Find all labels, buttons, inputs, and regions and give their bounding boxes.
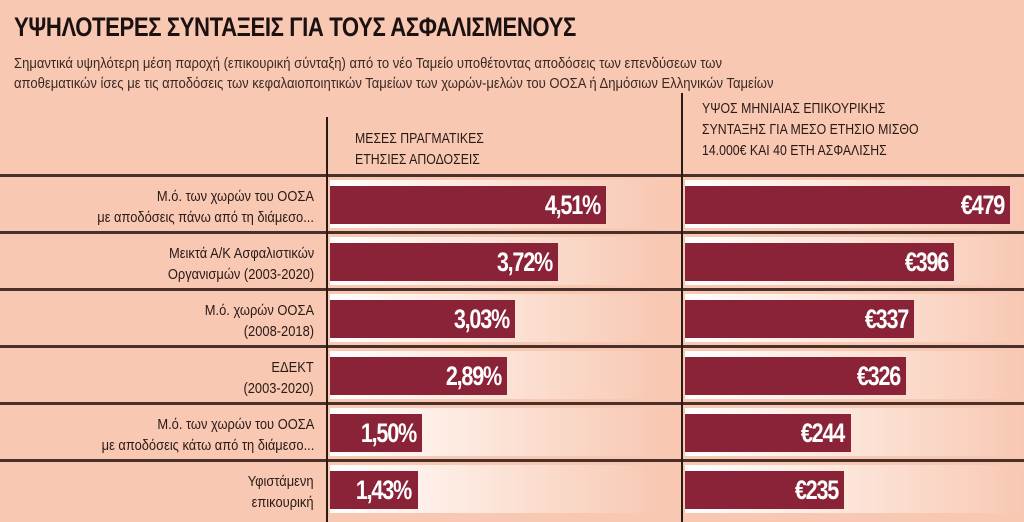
bar-returns: 2,89% [330,357,507,395]
data-label: €337 [864,304,908,334]
category-label: Μ.ό. χωρών ΟΟΣΑ (2008-2018) [205,300,314,342]
column-header-pension: ΥΨΟΣ ΜΗΝΙΑΙΑΣ ΕΠΙΚΟΥΡΙΚΗΣ ΣΥΝΤΑΞΗΣ ΓΙΑ Μ… [702,98,919,161]
bar-pension: €326 [685,357,907,395]
row-separator [0,345,1024,348]
category-label-line: με αποδόσεις κάτω από τη διάμεσο... [101,437,314,454]
data-label: €479 [960,190,1005,220]
row-separator [0,174,1024,177]
bar-pension: €396 [685,243,954,281]
data-label: 3,03% [454,304,510,334]
column-header-returns: ΜΕΣΕΣ ΠΡΑΓΜΑΤΙΚΕΣ ΕΤΗΣΙΕΣ ΑΠΟΔΟΣΕΙΣ [355,128,484,170]
bar-returns: 1,43% [330,471,418,509]
category-label-line: επικουρική [252,494,314,511]
category-label-line: Υφιστάμενη [248,473,314,490]
table-row: Υφιστάμενη επικουρική 1,43% €235 [0,459,1024,516]
category-label-line: (2003-2020) [243,380,314,397]
row-separator [0,402,1024,405]
row-separator [0,288,1024,291]
bar-returns: 4,51% [330,186,606,224]
bar-returns: 1,50% [330,414,422,452]
data-label: 3,72% [496,247,552,277]
data-label: €396 [904,247,948,277]
data-label: 4,51% [544,190,601,220]
category-label-line: ΕΔΕΚΤ [271,359,314,376]
header-line: ΣΥΝΤΑΞΗΣ ΓΙΑ ΜΕΣΟ ΕΤΗΣΙΟ ΜΙΣΘΟ [702,121,919,138]
column-divider [681,93,683,522]
bar-returns: 3,03% [330,300,516,338]
category-label: Μεικτά Α/Κ Ασφαλιστικών Οργανισμών (2003… [168,243,314,285]
data-label: €326 [856,361,901,391]
chart-title: ΥΨΗΛΟΤΕΡΕΣ ΣΥΝΤΑΞΕΙΣ ΓΙΑ ΤΟΥΣ ΑΣΦΑΛΙΣΜΕΝ… [14,12,576,42]
row-separator [0,231,1024,234]
bar-pension: €235 [685,471,845,509]
table-row: ΕΔΕΚΤ (2003-2020) 2,89% €326 [0,345,1024,402]
category-label-line: με αποδόσεις πάνω από τη διάμεσο... [97,209,314,226]
category-label-line: Μ.ό. χωρών ΟΟΣΑ [204,302,314,319]
bar-returns: 3,72% [330,243,558,281]
category-label: Μ.ό. των χωρών του ΟΟΣΑ με αποδόσεις κάτ… [101,414,314,456]
bar-pension: €337 [685,300,914,338]
header-line: ΜΕΣΕΣ ΠΡΑΓΜΑΤΙΚΕΣ [355,130,484,147]
category-label: Υφιστάμενη επικουρική [248,471,314,513]
header-line: ΥΨΟΣ ΜΗΝΙΑΙΑΣ ΕΠΙΚΟΥΡΙΚΗΣ [702,100,886,117]
category-label-line: Μ.ό. των χωρών του ΟΟΣΑ [156,188,314,205]
bar-pension: €479 [685,186,1010,224]
data-label: 1,50% [360,418,417,448]
category-label: ΕΔΕΚΤ (2003-2020) [244,357,314,399]
column-divider [326,117,328,522]
table-row: Μ.ό. των χωρών του ΟΟΣΑ με αποδόσεις πάν… [0,174,1024,231]
table-row: Μ.ό. των χωρών του ΟΟΣΑ με αποδόσεις κάτ… [0,402,1024,459]
category-label-line: Οργανισμών (2003-2020) [167,266,314,283]
category-label-line: (2008-2018) [243,323,314,340]
data-label: 1,43% [356,475,412,505]
table-row: Μεικτά Α/Κ Ασφαλιστικών Οργανισμών (2003… [0,231,1024,288]
header-line: 14.000€ ΚΑΙ 40 ΕΤΗ ΑΣΦΑΛΙΣΗΣ [702,142,887,159]
table-row: Μ.ό. χωρών ΟΟΣΑ (2008-2018) 3,03% €337 [0,288,1024,345]
chart-subtitle: Σημαντικά υψηλότερη μέση παροχή (επικουρ… [14,56,774,92]
category-label: Μ.ό. των χωρών του ΟΟΣΑ με αποδόσεις πάν… [97,186,314,228]
data-label: €235 [795,475,839,505]
data-label: 2,89% [445,361,502,391]
bar-pension: €244 [685,414,851,452]
category-label-line: Μ.ό. των χωρών του ΟΟΣΑ [156,416,314,433]
data-label: €244 [801,418,845,448]
header-line: ΕΤΗΣΙΕΣ ΑΠΟΔΟΣΕΙΣ [355,151,480,168]
category-label-line: Μεικτά Α/Κ Ασφαλιστικών [168,245,314,262]
row-separator [0,459,1024,462]
